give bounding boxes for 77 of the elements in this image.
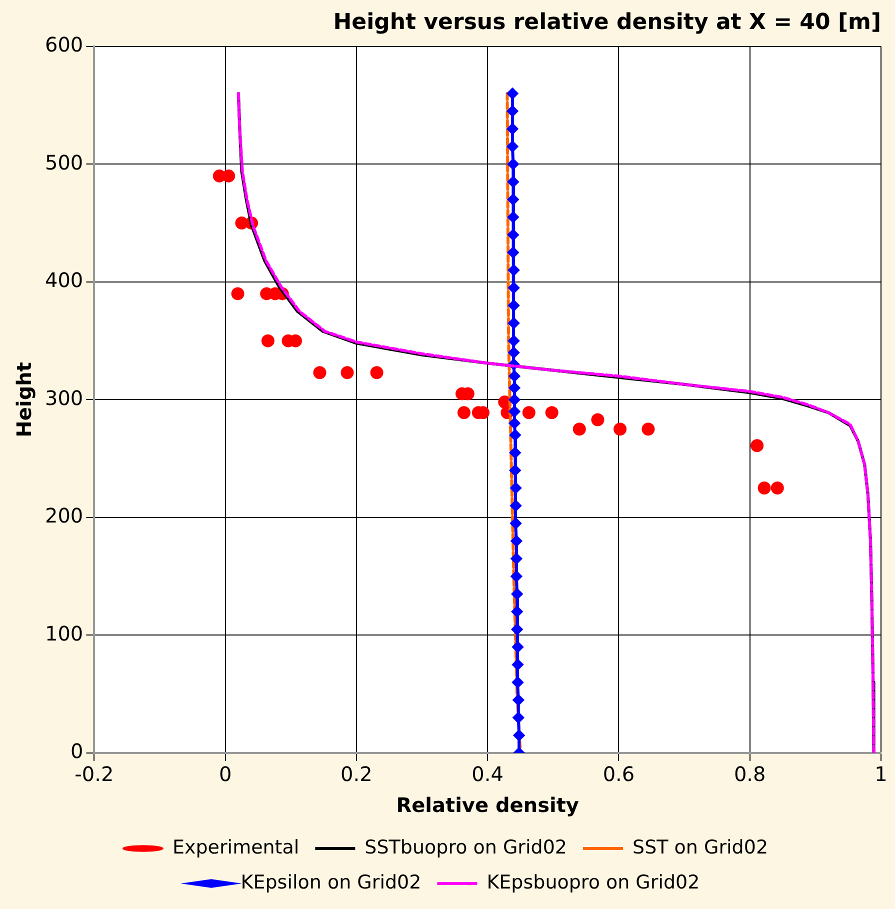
y-tick-label: 300 <box>44 386 84 410</box>
point <box>750 439 764 452</box>
point <box>508 282 520 294</box>
x-axis-title: Relative density <box>396 793 579 818</box>
point <box>512 642 524 653</box>
point <box>758 482 771 495</box>
point <box>507 123 518 134</box>
point <box>231 287 244 300</box>
point <box>614 422 627 436</box>
point <box>510 570 522 582</box>
point <box>508 300 520 311</box>
point <box>510 518 522 529</box>
point <box>313 366 326 380</box>
point <box>508 382 520 394</box>
y-tick-label: 200 <box>44 504 84 528</box>
point <box>512 676 524 688</box>
point <box>508 370 520 382</box>
legend-label: KEpsbuopro on Grid02 <box>486 871 700 894</box>
point <box>370 366 384 380</box>
y-tick-label: 500 <box>44 150 84 174</box>
point <box>508 229 519 240</box>
legend-label: SST on Grid02 <box>632 836 768 858</box>
point <box>770 482 784 495</box>
point <box>457 406 470 420</box>
point <box>512 588 523 600</box>
point <box>572 422 586 436</box>
x-tick-label: 0.4 <box>472 762 504 786</box>
point <box>510 482 522 494</box>
x-tick-label: 0.6 <box>602 762 635 786</box>
point <box>510 536 522 547</box>
point <box>508 176 519 188</box>
y-tick-label: 400 <box>44 268 84 292</box>
point <box>508 335 520 346</box>
point <box>508 394 520 406</box>
point <box>508 212 519 223</box>
x-tick-label: 0.2 <box>340 762 372 786</box>
point <box>522 406 536 420</box>
point <box>512 606 523 618</box>
point <box>510 553 522 564</box>
point <box>512 712 524 724</box>
point <box>512 624 523 635</box>
point <box>508 264 520 276</box>
x-tick-label: 0 <box>218 762 232 786</box>
point <box>510 430 521 441</box>
point <box>508 347 520 358</box>
point <box>508 418 520 429</box>
x-tick-label: 1 <box>874 762 888 786</box>
point <box>507 141 518 152</box>
y-tick-label: 600 <box>44 32 84 57</box>
point <box>507 88 518 100</box>
point <box>508 406 520 417</box>
point <box>545 406 558 420</box>
y-tick-label: 100 <box>44 621 84 646</box>
chart-title: Height versus relative density at X = 40 [m] <box>333 10 881 35</box>
point <box>510 464 521 476</box>
point <box>340 366 354 380</box>
x-tick-label: 0.8 <box>734 762 766 786</box>
legend-label: Experimental <box>172 836 300 858</box>
point <box>508 158 519 170</box>
point <box>591 413 604 426</box>
point <box>508 246 519 258</box>
point <box>514 730 525 741</box>
x-tick-label: -0.2 <box>74 762 114 786</box>
point <box>508 318 520 329</box>
point <box>510 447 521 458</box>
point <box>507 106 518 117</box>
point <box>222 169 236 182</box>
y-tick-label: 0 <box>70 739 84 764</box>
point <box>512 694 524 706</box>
y-axis-title: Height <box>12 362 36 438</box>
point <box>508 194 519 205</box>
point <box>510 500 522 512</box>
legend-label: KEpsilon on Grid02 <box>240 871 422 894</box>
legend-label: SSTbuopro on Grid02 <box>364 836 568 858</box>
point <box>512 659 524 670</box>
point <box>642 422 655 436</box>
point <box>261 334 274 348</box>
